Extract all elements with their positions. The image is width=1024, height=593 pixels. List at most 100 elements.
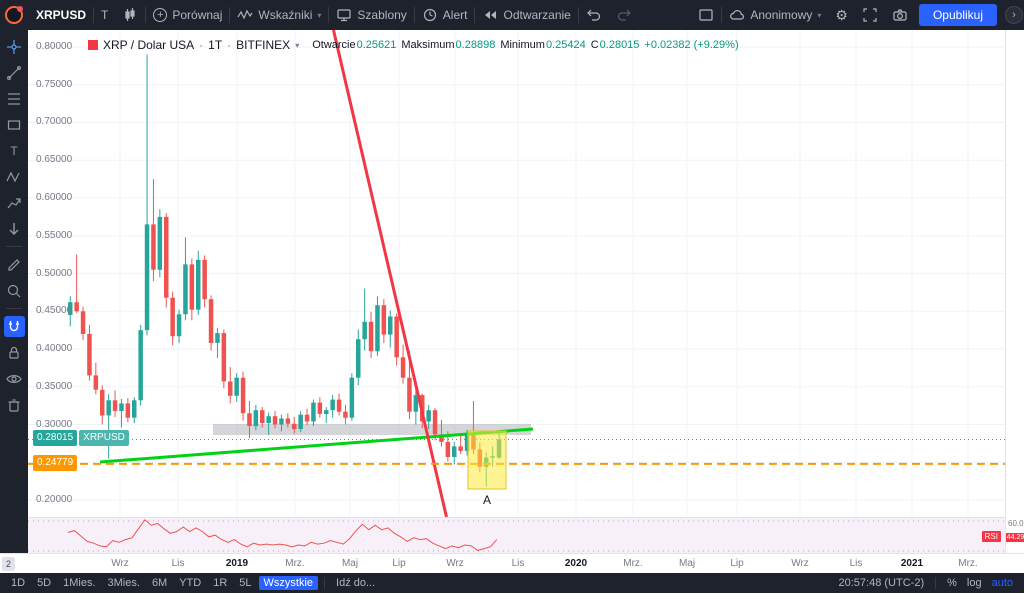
magnet-tool[interactable] (3, 316, 25, 337)
range-3Mies.[interactable]: 3Mies. (107, 577, 140, 589)
alert-button[interactable]: Alert (415, 0, 475, 30)
indicators-label: Wskaźniki (258, 8, 313, 22)
axis-corner-badge: 2 (2, 557, 15, 571)
templates-button[interactable]: Szablony (329, 0, 413, 30)
price-tick: 0.20000 (36, 494, 73, 505)
clock[interactable]: 20:57:48 (UTC-2) (838, 577, 925, 589)
crosshair-tool[interactable] (4, 36, 25, 57)
current-price-symbol-tag: XRPUSD (79, 430, 129, 447)
compare-icon: + (153, 8, 168, 22)
brush-tool[interactable] (4, 254, 25, 275)
range-1R[interactable]: 1R (213, 577, 228, 589)
time-tick: Wrz (111, 558, 129, 569)
crosshair-icon (7, 39, 21, 54)
price-tick: 0.80000 (36, 40, 73, 52)
trash-icon (8, 398, 20, 412)
time-tick: Lis (849, 558, 863, 569)
range-6M[interactable]: 6M (151, 577, 168, 589)
text-icon: T (10, 144, 18, 158)
drawing-toolbar: T (0, 30, 28, 553)
xabcd-pattern-icon (6, 171, 20, 182)
legend[interactable]: XRP / Dolar USA · 1T · BITFINEX ▾ Otwarc… (88, 38, 739, 52)
publish-button[interactable]: Opublikuj (918, 4, 997, 26)
toolbar-divider (229, 7, 231, 23)
time-tick: 2021 (900, 558, 924, 569)
redo-icon (617, 9, 631, 21)
forecast-tool[interactable] (4, 192, 25, 213)
snapshot-button[interactable] (885, 0, 915, 30)
lock-all-tool[interactable] (4, 342, 25, 363)
top-toolbar: XRPUSD T + Porównaj Wskaźniki ▾ Szablony… (0, 0, 1024, 30)
trendline-tool[interactable] (4, 62, 25, 83)
price-tick: 0.45000 (36, 305, 73, 317)
zoom-tool[interactable] (4, 280, 25, 301)
alert-label: Alert (442, 8, 468, 22)
toolbar-divider (413, 7, 415, 23)
current-price-badge[interactable]: 0.28015 XRPUSD (33, 430, 129, 447)
settings-button[interactable]: ⚙ (828, 0, 855, 30)
auto-scale-button[interactable]: auto (991, 577, 1013, 589)
hide-all-tool[interactable] (4, 368, 25, 389)
right-scale[interactable]: 60.0 44.29 (1005, 30, 1024, 573)
annotation-label[interactable]: A (483, 493, 492, 507)
symbol-search-button[interactable]: XRPUSD (29, 0, 93, 30)
percent-scale-button[interactable]: % (947, 577, 957, 589)
range-5D[interactable]: 5D (37, 577, 52, 589)
remove-all-tool[interactable] (4, 394, 25, 415)
arrow-marker-tool[interactable] (4, 218, 25, 239)
range-1D[interactable]: 1D (11, 577, 26, 589)
fullscreen-button[interactable] (855, 0, 885, 30)
shapes-tool[interactable] (4, 114, 25, 135)
range-1Mies.[interactable]: 1Mies. (63, 577, 96, 589)
tradingview-logo-avatar[interactable] (5, 6, 23, 24)
ohlc-close: C 0.28015 (590, 39, 640, 51)
bottombar-divider (324, 577, 326, 589)
undo-button[interactable] (579, 0, 609, 30)
time-axis[interactable]: 2 Wrz Lis 2019 Mrz. Maj Lip Wrz Lis 2020 Mrz. Maj L… (0, 553, 1024, 573)
collapse-panel-button[interactable]: › (1005, 6, 1023, 24)
compare-label: Porównaj (172, 8, 223, 22)
fib-lines-icon (8, 92, 20, 105)
main-chart-canvas[interactable] (28, 30, 1005, 517)
current-price-value: 0.28015 (33, 430, 78, 447)
chevron-down-icon: ▾ (817, 10, 822, 20)
undo-icon (587, 9, 600, 21)
price-tick: 0.60000 (36, 191, 73, 203)
layout-grid-icon (699, 9, 713, 21)
range-5L[interactable]: 5L (239, 577, 252, 589)
fib-tool[interactable] (4, 88, 25, 109)
indicators-button[interactable]: Wskaźniki ▾ (230, 0, 328, 30)
chevron-down-icon: ▾ (317, 10, 322, 20)
goto-button[interactable]: Idź do... (336, 577, 376, 589)
price-tick: 0.75000 (36, 78, 73, 90)
anonymous-label: Anonimowy (750, 8, 813, 22)
pattern-tool[interactable] (4, 166, 25, 187)
cloud-account-button[interactable]: Anonimowy ▾ (722, 0, 828, 30)
redo-button[interactable] (609, 0, 639, 30)
replay-button[interactable]: Odtwarzanie (475, 0, 577, 30)
text-tool[interactable]: T (4, 140, 25, 161)
legend-title[interactable]: XRP / Dolar USA (103, 38, 195, 52)
interval-label: T (101, 8, 109, 22)
alert-price-badge[interactable]: 0.24779 (33, 454, 78, 471)
chart-style-button[interactable] (115, 0, 145, 30)
rsi-badge[interactable]: RSI (981, 531, 1001, 542)
price-tick: 0.35000 (36, 380, 73, 392)
legend-separator: · (227, 38, 232, 52)
bottom-toolbar: 1D 5D 1Mies. 3Mies. 6M YTD 1R 5L Wszystkie Idź d… (0, 573, 1024, 593)
compare-button[interactable]: + Porównaj (146, 0, 229, 30)
legend-separator: · (199, 38, 204, 52)
rsi-canvas[interactable] (28, 518, 1005, 553)
legend-exchange: BITFINEX (236, 38, 291, 52)
trendline-icon (7, 65, 22, 80)
range-Wszystkie[interactable]: Wszystkie (258, 576, 319, 590)
time-tick: Lis (511, 558, 525, 569)
camera-icon (893, 9, 907, 21)
time-tick: 2019 (225, 558, 249, 569)
range-YTD[interactable]: YTD (179, 577, 202, 589)
log-scale-button[interactable]: log (966, 577, 982, 589)
interval-button[interactable]: T (94, 0, 115, 30)
layout-button[interactable] (691, 0, 721, 30)
time-tick: Wrz (791, 558, 809, 569)
ohlc-low: Minimum 0.25424 (500, 39, 586, 51)
